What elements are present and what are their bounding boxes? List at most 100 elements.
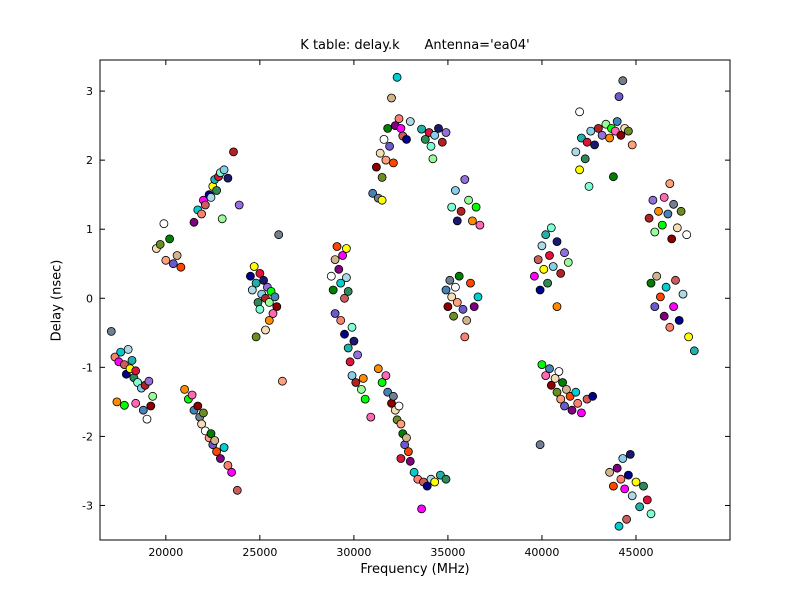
data-point: [612, 117, 622, 126]
data-point: [161, 255, 171, 265]
data-point: [537, 241, 547, 251]
data-point: [612, 463, 622, 473]
data-point: [462, 315, 472, 325]
data-point: [388, 158, 398, 168]
data-point: [543, 278, 552, 288]
data-point: [618, 454, 628, 463]
data-point: [420, 134, 430, 144]
data-point: [627, 140, 637, 150]
data-point: [343, 286, 353, 296]
data-point: [624, 470, 633, 480]
data-point: [187, 390, 197, 400]
data-point: [193, 401, 203, 411]
data-point: [654, 206, 663, 216]
data-point: [609, 172, 618, 182]
data-point: [452, 216, 462, 226]
data-point: [360, 394, 370, 404]
data-point: [375, 148, 385, 158]
data-point: [366, 412, 376, 422]
data-point: [189, 217, 199, 227]
data-point: [545, 251, 554, 260]
data-point: [639, 481, 648, 491]
data-point: [330, 309, 340, 318]
data-point: [123, 344, 133, 354]
data-point: [650, 302, 660, 312]
data-point: [575, 107, 584, 117]
data-point: [539, 264, 549, 274]
data-point: [340, 329, 349, 339]
data-point: [422, 481, 432, 491]
data-point: [648, 195, 658, 205]
data-point: [644, 213, 654, 223]
data-point: [594, 123, 603, 133]
data-point: [198, 408, 208, 418]
data-point: [373, 364, 383, 374]
data-point: [441, 474, 451, 484]
data-point: [405, 456, 415, 466]
data-point: [467, 216, 477, 226]
data-point: [642, 495, 652, 505]
data-point: [144, 376, 154, 386]
y-tick-label: -3: [82, 499, 93, 512]
data-point: [460, 332, 470, 342]
data-point: [417, 124, 427, 134]
data-point: [371, 162, 381, 172]
data-point: [131, 398, 141, 408]
data-point: [545, 364, 554, 374]
data-point: [394, 401, 404, 411]
data-point: [223, 173, 233, 183]
data-point: [456, 206, 466, 216]
data-point: [466, 278, 475, 288]
data-point: [180, 384, 190, 394]
data-point: [377, 172, 387, 182]
data-point: [268, 309, 278, 318]
data-point: [586, 126, 596, 136]
data-point: [558, 378, 567, 387]
data-point: [146, 401, 156, 411]
data-point: [625, 449, 635, 459]
data-point: [274, 230, 284, 240]
data-point: [473, 292, 483, 302]
data-point: [326, 271, 336, 281]
data-point: [251, 278, 261, 288]
data-point: [437, 137, 447, 147]
y-tick-label: -1: [82, 361, 93, 374]
y-tick-label: 3: [86, 85, 93, 98]
data-point: [403, 447, 413, 457]
data-point: [264, 315, 274, 325]
data-point: [396, 454, 406, 463]
data-point: [330, 255, 340, 265]
data-point: [206, 192, 216, 202]
data-point: [402, 433, 411, 443]
data-point: [334, 264, 344, 274]
data-point: [671, 275, 680, 285]
data-point: [614, 92, 624, 101]
data-point: [200, 200, 210, 210]
data-point: [631, 477, 641, 487]
data-point: [197, 209, 207, 219]
data-point: [405, 117, 415, 126]
data-point: [234, 200, 244, 210]
data-point: [597, 130, 607, 140]
data-point: [247, 285, 257, 295]
data-point: [176, 262, 186, 272]
data-point: [138, 405, 148, 415]
data-point: [112, 397, 122, 407]
data-point: [646, 509, 656, 519]
data-point: [678, 289, 688, 299]
data-point: [441, 128, 451, 137]
data-point: [652, 271, 662, 281]
data-point: [120, 400, 129, 410]
data-point: [590, 140, 599, 150]
data-point: [614, 521, 624, 531]
data-point: [381, 155, 391, 165]
data-point: [229, 147, 238, 157]
y-tick-label: -2: [82, 430, 93, 443]
data-point: [159, 219, 169, 229]
data-point: [227, 467, 237, 477]
data-point: [379, 134, 389, 144]
data-point: [426, 141, 436, 151]
data-point: [552, 237, 562, 247]
data-point: [657, 220, 667, 230]
data-point: [556, 394, 566, 404]
